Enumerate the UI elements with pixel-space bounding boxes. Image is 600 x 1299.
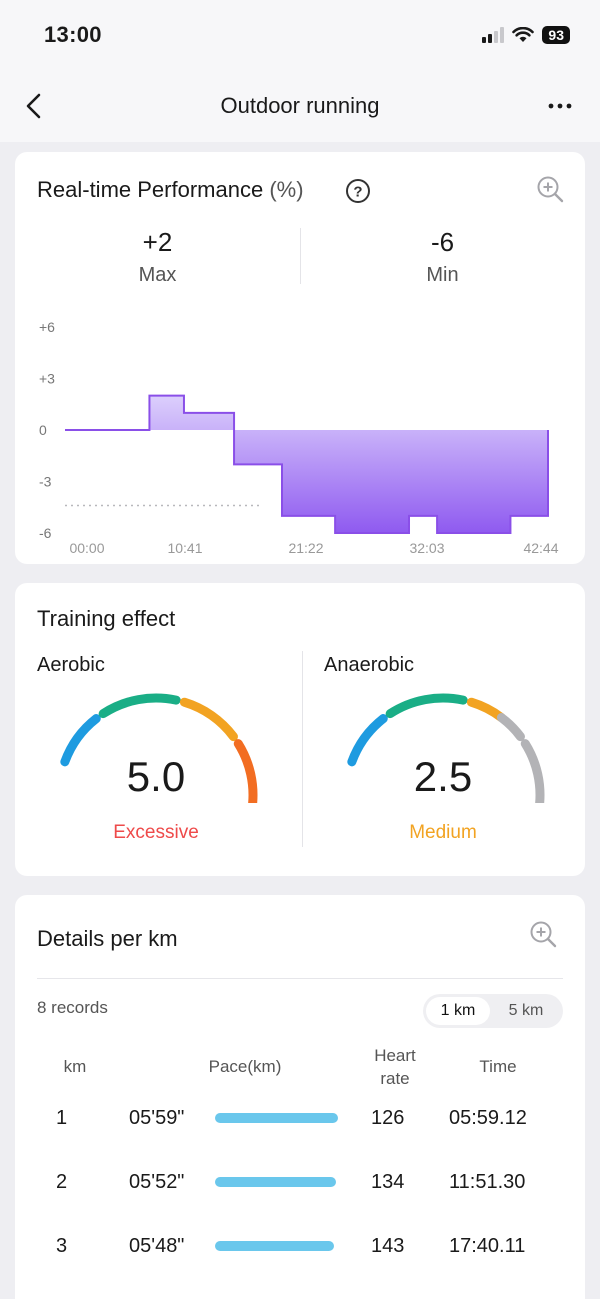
page-title: Outdoor running <box>220 93 380 118</box>
help-icon[interactable]: ? <box>345 178 371 204</box>
col-header-km: km <box>63 1057 87 1076</box>
pace-bar <box>215 1113 338 1123</box>
stat-divider <box>300 228 301 284</box>
gauge-segment <box>60 714 101 767</box>
row-pace: 05'59" <box>129 1107 185 1129</box>
gauge-segment-empty <box>496 713 525 742</box>
row-heart-rate: 134 <box>371 1171 405 1193</box>
details-title: Details per km <box>37 926 178 951</box>
status-icons: 93 <box>482 26 570 44</box>
gauge-segment <box>233 739 258 803</box>
performance-chart: +6 +3 0 -3 -6 00:00 10:41 21:22 32:03 42:44 <box>39 319 559 556</box>
min-value: -6 <box>430 227 455 257</box>
performance-line <box>65 394 549 534</box>
zoom-in-icon[interactable] <box>535 174 565 204</box>
col-header-heart-rate-line2: rate <box>380 1069 410 1088</box>
performance-title-text: Real-time Performance <box>37 177 264 202</box>
x-tick-label: 42:44 <box>523 540 558 556</box>
seg-5km-button[interactable]: 5 km <box>508 1002 544 1019</box>
gauge-divider <box>302 651 303 847</box>
anaerobic-gauge <box>347 693 545 803</box>
more-options-icon[interactable] <box>544 90 576 122</box>
gauge-segment <box>98 693 181 719</box>
training-effect-card: Training effect Aerobic 5.0 Excessive An… <box>15 583 585 876</box>
gauge-segment-empty <box>520 739 545 803</box>
y-tick-label: +6 <box>39 319 55 335</box>
anaerobic-label: Anaerobic <box>324 654 415 676</box>
battery-indicator: 93 <box>542 26 570 44</box>
zoom-in-icon[interactable] <box>528 919 558 949</box>
back-arrow-icon[interactable] <box>20 90 52 122</box>
col-header-heart-rate: Heart rate <box>360 1044 430 1090</box>
x-tick-label: 32:03 <box>409 540 444 556</box>
max-label: Max <box>138 264 177 286</box>
seg-1km-button[interactable]: 1 km <box>426 997 490 1025</box>
y-tick-label: -3 <box>39 474 52 490</box>
row-pace: 05'48" <box>129 1235 185 1257</box>
x-tick-label: 00:00 <box>69 540 104 556</box>
svg-text:?: ? <box>353 184 362 201</box>
gauge-segment <box>347 714 388 767</box>
details-divider <box>37 978 563 979</box>
row-time: 05:59.12 <box>449 1107 527 1129</box>
row-heart-rate: 143 <box>371 1235 405 1257</box>
records-count: 8 records <box>37 998 108 1017</box>
y-tick-label: +3 <box>39 371 55 387</box>
aerobic-value: 5.0 <box>126 753 186 800</box>
row-pace: 05'52" <box>129 1171 185 1193</box>
anaerobic-status: Medium <box>409 822 477 843</box>
cellular-signal-icon <box>482 27 505 43</box>
performance-title: Real-time Performance (%) <box>37 177 304 203</box>
x-tick-label: 10:41 <box>167 540 202 556</box>
y-tick-label: -6 <box>39 525 52 541</box>
wifi-icon <box>512 27 535 42</box>
performance-area <box>65 395 548 533</box>
performance-unit: (%) <box>269 177 304 202</box>
performance-card: Real-time Performance (%) ? +2 Max -6 Mi… <box>15 152 585 564</box>
x-tick-label: 21:22 <box>288 540 323 556</box>
unit-toggle: 1 km 5 km <box>423 994 563 1028</box>
details-card: Details per km 8 records 1 km 5 km km Pa… <box>15 895 585 1299</box>
gauge-segment <box>466 697 506 723</box>
row-km: 3 <box>56 1235 68 1257</box>
pace-bar <box>215 1241 334 1251</box>
col-header-pace: Pace(km) <box>208 1057 282 1076</box>
col-header-heart-rate-line1: Heart <box>374 1046 416 1065</box>
row-time: 11:51.30 <box>449 1171 526 1193</box>
aerobic-status: Excessive <box>113 822 199 843</box>
row-time: 17:40.11 <box>449 1235 526 1257</box>
pace-bar <box>215 1177 336 1187</box>
row-heart-rate: 126 <box>371 1107 405 1129</box>
top-bar: 13:00 93 Outdoor running <box>0 0 600 142</box>
y-tick-label: 0 <box>39 422 47 438</box>
min-label: Min <box>426 264 459 286</box>
aerobic-gauge <box>60 693 258 803</box>
status-time: 13:00 <box>44 22 102 47</box>
gauge-segment <box>179 697 238 742</box>
col-header-time: Time <box>479 1057 517 1076</box>
row-km: 2 <box>56 1171 68 1193</box>
anaerobic-value: 2.5 <box>413 753 473 800</box>
training-effect-title: Training effect <box>37 606 176 631</box>
row-km: 1 <box>56 1107 68 1129</box>
aerobic-label: Aerobic <box>37 654 105 676</box>
max-value: +2 <box>142 227 173 257</box>
gauge-segment <box>385 693 468 719</box>
